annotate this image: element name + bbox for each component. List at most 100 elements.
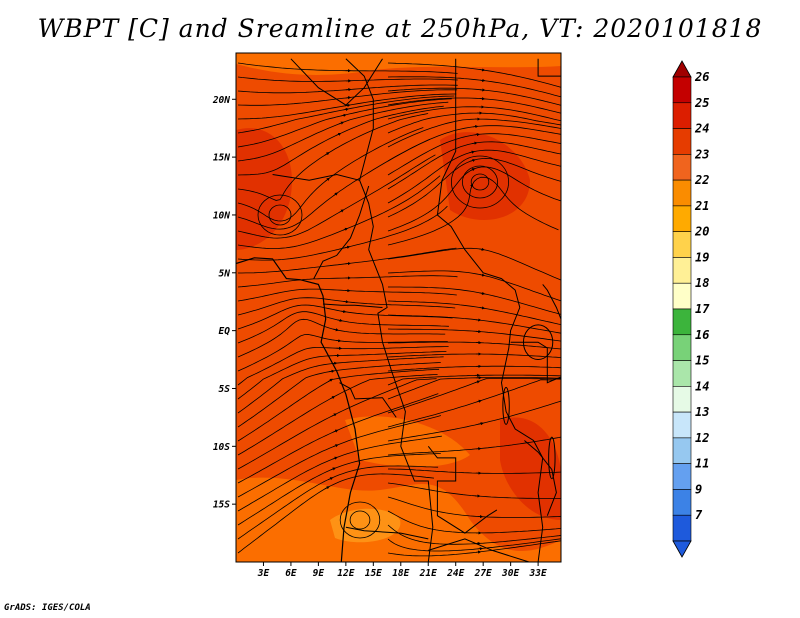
colorbar-label: 9 <box>695 482 702 496</box>
streamline-arrow <box>469 150 475 154</box>
colorbar-swatch <box>672 437 692 464</box>
streamline-vortex <box>268 204 292 226</box>
lon-tick-label: 18E <box>392 568 409 579</box>
lat-tick-label: 10S <box>213 442 230 453</box>
streamline-vortex <box>470 173 490 191</box>
colorbar-swatch <box>672 360 692 387</box>
colorbar-label: 12 <box>695 431 709 445</box>
streamline-arrow <box>343 300 349 304</box>
streamline-arrow <box>324 152 330 156</box>
colorbar-label: 26 <box>694 70 709 84</box>
lat-tick-label: 15S <box>213 500 230 511</box>
streamline-arrow <box>474 133 480 137</box>
streamline-arrow <box>325 177 330 182</box>
streamline-arrow <box>470 158 476 163</box>
streamline-arrow <box>344 103 351 107</box>
colorbar-swatch <box>672 231 692 258</box>
colorbar-swatch <box>672 102 692 129</box>
colorbar-label: 23 <box>694 147 709 161</box>
streamline-arrow <box>479 291 486 295</box>
border-line <box>542 284 561 320</box>
colorbar-swatch <box>672 128 692 155</box>
colorbar-swatch <box>672 463 692 490</box>
streamline-arrow <box>324 486 330 490</box>
streamline-arrow <box>327 477 334 481</box>
lake-outline <box>563 280 568 301</box>
streamline-arrow <box>471 141 478 145</box>
colorbar-label: 21 <box>694 199 709 213</box>
border-line <box>345 58 434 562</box>
streamline-vortex <box>339 501 381 539</box>
lon-tick-label: 3E <box>257 568 270 579</box>
colorbar-label: 24 <box>694 122 709 136</box>
colorbar-label: 13 <box>695 405 709 419</box>
colorbar-swatch <box>672 411 692 439</box>
lat-tick-label: 20N <box>212 95 230 106</box>
streamline-arrow <box>338 121 345 125</box>
colorbar-swatch <box>672 257 692 284</box>
streamline-arrow <box>479 306 486 310</box>
lake-outline <box>502 386 510 425</box>
colorbar-swatch <box>672 205 692 232</box>
streamline-arrow <box>332 456 338 460</box>
streamline-arrow <box>339 209 345 213</box>
colorbar-label: 19 <box>695 250 709 264</box>
streamline-arrow <box>344 245 351 249</box>
streamline-arrow <box>337 318 343 322</box>
colorbar-bottom-arrow <box>672 540 692 558</box>
lat-tick-label: 10N <box>213 210 230 221</box>
grads-credit: GrADS: IGES/COLA <box>4 603 91 613</box>
streamline-arrow <box>478 422 484 426</box>
border-line <box>428 538 530 562</box>
border-line <box>436 58 544 562</box>
streamline-arrow <box>479 273 486 277</box>
colorbar-label: 14 <box>695 379 709 393</box>
border-line <box>537 58 561 77</box>
colorbar-swatch <box>672 179 692 207</box>
streamline-arrow <box>479 247 485 251</box>
border-line <box>290 58 383 106</box>
west-dark-patch <box>236 128 292 250</box>
colorbar-label: 20 <box>694 225 709 239</box>
longitude-axis: 3E 6E 9E 12E 15E 18E 21E 24E 27E 30E 33E <box>257 562 547 579</box>
streamline-arrow <box>333 192 338 197</box>
colorbar-label: 15 <box>695 354 709 368</box>
streamline-arrow <box>341 113 347 117</box>
lat-tick-label: 5S <box>219 384 231 395</box>
streamline-arrow <box>340 309 347 314</box>
colorbar-label: 11 <box>695 457 709 471</box>
lat-tick-label: 5N <box>219 268 231 279</box>
lon-tick-label: 27E <box>474 568 492 579</box>
colorbar-label: 17 <box>695 302 710 316</box>
streamline-arrow <box>475 550 482 554</box>
border-line <box>510 341 561 384</box>
central-south-patch <box>345 416 470 467</box>
streamline-arrow <box>470 168 476 172</box>
colorbar-label: 22 <box>694 173 709 187</box>
streamline-vortex <box>450 155 509 209</box>
streamline-vortex <box>349 510 371 530</box>
colorbar-label: 18 <box>695 276 709 290</box>
coastline <box>236 257 361 562</box>
lat-tick-label: 15N <box>213 153 230 164</box>
streamline-arrow <box>342 227 349 231</box>
map-field <box>236 53 568 562</box>
chart-title: WBPT [C] and Sreamline at 250hPa, VT: 20… <box>37 14 763 43</box>
streamline-arrow <box>472 125 479 129</box>
colorbar-swatch <box>672 514 692 542</box>
colorbar-swatch <box>672 154 692 181</box>
streamline-arrow <box>345 96 352 100</box>
streamline-arrow <box>479 68 486 72</box>
country-borders <box>236 58 568 562</box>
lon-tick-label: 15E <box>365 568 382 579</box>
border-line <box>322 303 383 308</box>
streamline-arrow <box>335 339 342 343</box>
lon-tick-label: 6E <box>285 568 297 579</box>
streamline-arrow <box>329 369 335 373</box>
map-frame <box>235 52 562 563</box>
colorbar-swatch <box>672 308 692 336</box>
streamline-arrow <box>333 444 339 448</box>
streamline-arrow <box>479 78 486 82</box>
colorbar-swatch <box>672 386 692 413</box>
